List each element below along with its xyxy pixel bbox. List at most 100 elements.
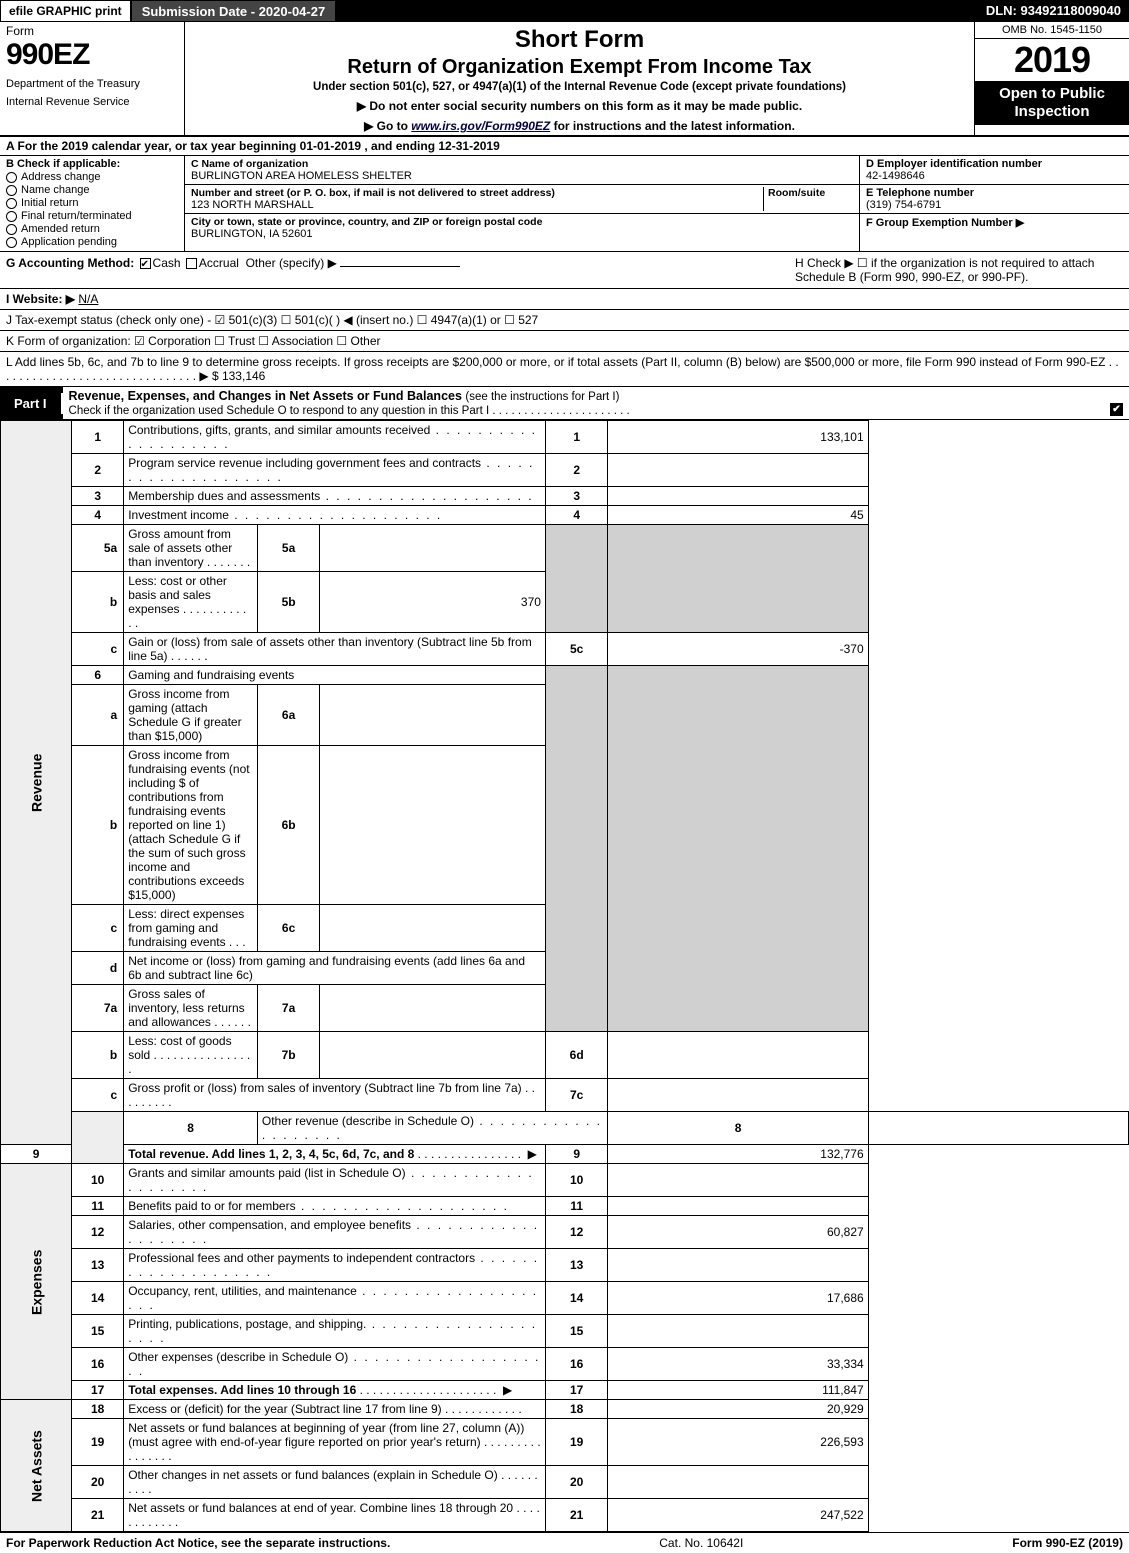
row-j: J Tax-exempt status (check only one) - ☑… <box>0 310 1129 331</box>
line-desc: Total expenses. Add lines 10 through 16 … <box>124 1381 546 1400</box>
schedule-o-checkbox[interactable]: ✔ <box>1110 403 1123 416</box>
section-b-label: B Check if applicable: <box>6 158 178 170</box>
table-row: c Gain or (loss) from sale of assets oth… <box>1 633 1129 666</box>
tel-cell: E Telephone number (319) 754-6791 <box>860 185 1129 214</box>
amount-cell: 226,593 <box>608 1419 868 1466</box>
desc-text: Excess or (deficit) for the year (Subtra… <box>128 1402 441 1416</box>
col-num: 19 <box>545 1419 607 1466</box>
amount-cell: 33,334 <box>608 1348 868 1381</box>
header-right: OMB No. 1545-1150 2019 Open to Public In… <box>974 22 1129 135</box>
line-num: a <box>72 685 124 746</box>
sub-val <box>320 905 546 952</box>
col-num: 7c <box>545 1079 607 1112</box>
line-num: 10 <box>72 1164 124 1197</box>
irs-link[interactable]: www.irs.gov/Form990EZ <box>411 119 550 133</box>
entity-block: B Check if applicable: Address change Na… <box>0 156 1129 252</box>
check-address-change[interactable]: Address change <box>6 171 178 183</box>
col-num: 20 <box>545 1466 607 1499</box>
line-num: 1 <box>72 421 124 454</box>
line-num: 9 <box>1 1145 72 1164</box>
line-num: 17 <box>72 1381 124 1400</box>
line-num: b <box>72 572 124 633</box>
part1-tab: Part I <box>0 393 63 414</box>
line-num: c <box>72 633 124 666</box>
line-desc: Grants and similar amounts paid (list in… <box>124 1164 546 1197</box>
line-num: c <box>72 1079 124 1112</box>
amount-cell: 111,847 <box>608 1381 868 1400</box>
table-row: Revenue 1 Contributions, gifts, grants, … <box>1 421 1129 454</box>
desc-text: Net assets or fund balances at beginning… <box>128 1421 524 1449</box>
row-l: L Add lines 5b, 6c, and 7b to line 9 to … <box>0 352 1129 387</box>
line-num: b <box>72 746 124 905</box>
city-value: BURLINGTON, IA 52601 <box>191 228 312 240</box>
form-number: 990EZ <box>6 38 178 72</box>
k-text: K Form of organization: ☑ Corporation ☐ … <box>6 334 381 348</box>
title-return: Return of Organization Exempt From Incom… <box>191 56 968 79</box>
sub-num: 7a <box>257 985 319 1032</box>
check-label: Amended return <box>21 223 100 235</box>
header-center: Short Form Return of Organization Exempt… <box>185 22 974 135</box>
table-row: 5a Gross amount from sale of assets othe… <box>1 525 1129 572</box>
line-num: d <box>72 952 124 985</box>
dept-label: Department of the Treasury <box>6 78 178 90</box>
line-desc: Gross profit or (loss) from sales of inv… <box>124 1079 546 1112</box>
h-text: H Check ▶ ☐ if the organization is not r… <box>795 256 1094 284</box>
efile-print-button[interactable]: efile GRAPHIC print <box>0 0 131 22</box>
desc-text: Less: direct expenses from gaming and fu… <box>128 907 244 949</box>
tax-year: 2019 <box>975 39 1129 81</box>
col-num: 10 <box>545 1164 607 1197</box>
side-revenue: Revenue <box>1 421 72 1145</box>
col-num: 1 <box>545 421 607 454</box>
amount-cell <box>608 1032 868 1079</box>
sub-val: 370 <box>320 572 546 633</box>
desc-text: Other changes in net assets or fund bala… <box>128 1468 498 1482</box>
line-num: 14 <box>72 1282 124 1315</box>
spacer <box>336 0 978 22</box>
check-name-change[interactable]: Name change <box>6 184 178 196</box>
city-label: City or town, state or province, country… <box>191 216 542 228</box>
checkbox-cash[interactable] <box>140 258 151 269</box>
part1-header: Part I Revenue, Expenses, and Changes in… <box>0 387 1129 420</box>
checkbox-accrual[interactable] <box>186 258 197 269</box>
table-row: 17 Total expenses. Add lines 10 through … <box>1 1381 1129 1400</box>
col-num: 12 <box>545 1216 607 1249</box>
col-num: 2 <box>545 454 607 487</box>
desc-text: Membership dues and assessments <box>128 489 320 503</box>
check-amended-return[interactable]: Amended return <box>6 223 178 235</box>
line-desc: Professional fees and other payments to … <box>124 1249 546 1282</box>
check-application-pending[interactable]: Application pending <box>6 236 178 248</box>
line-desc: Salaries, other compensation, and employ… <box>124 1216 546 1249</box>
tax-period: A For the 2019 calendar year, or tax yea… <box>0 137 1129 156</box>
amount-cell: 20,929 <box>608 1400 868 1419</box>
table-row: 6 Gaming and fundraising events <box>1 666 1129 685</box>
table-row: 4 Investment income 4 45 <box>1 506 1129 525</box>
l-text: L Add lines 5b, 6c, and 7b to line 9 to … <box>6 355 1119 383</box>
desc-text: Printing, publications, postage, and shi… <box>128 1317 366 1331</box>
l-amount: $ 133,146 <box>212 369 265 383</box>
table-row: 15 Printing, publications, postage, and … <box>1 1315 1129 1348</box>
shaded-cell <box>608 525 868 633</box>
check-label: Final return/terminated <box>21 210 132 222</box>
checkbox-icon <box>6 224 17 235</box>
desc-text: Less: cost or other basis and sales expe… <box>128 574 227 616</box>
line-desc: Gaming and fundraising events <box>124 666 546 685</box>
ein-cell: D Employer identification number 42-1498… <box>860 156 1129 185</box>
row-g: G Accounting Method: Cash Accrual Other … <box>0 252 789 288</box>
line-desc: Other revenue (describe in Schedule O) <box>257 1112 608 1145</box>
desc-text: Gain or (loss) from sale of assets other… <box>128 635 532 663</box>
top-bar: efile GRAPHIC print Submission Date - 20… <box>0 0 1129 22</box>
line-num: 18 <box>72 1400 124 1419</box>
checkbox-icon <box>6 211 17 222</box>
check-final-return[interactable]: Final return/terminated <box>6 210 178 222</box>
amount-cell <box>608 1466 868 1499</box>
col-num: 15 <box>545 1315 607 1348</box>
col-num: 11 <box>545 1197 607 1216</box>
check-initial-return[interactable]: Initial return <box>6 197 178 209</box>
row-i: I Website: ▶ N/A <box>0 289 1129 310</box>
street-label: Number and street (or P. O. box, if mail… <box>191 187 555 199</box>
col-num: 14 <box>545 1282 607 1315</box>
sub-val <box>320 746 546 905</box>
side-blank <box>72 1112 124 1164</box>
side-expenses: Expenses <box>1 1164 72 1400</box>
sub-num: 5a <box>257 525 319 572</box>
